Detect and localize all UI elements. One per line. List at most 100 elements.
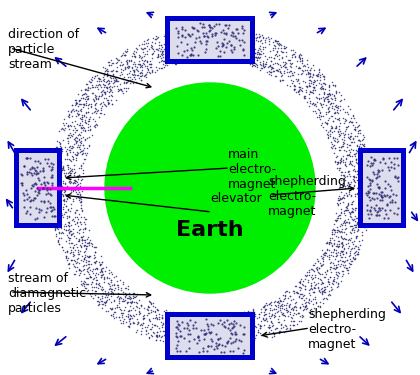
Point xyxy=(320,249,327,255)
Point xyxy=(239,34,246,40)
Point xyxy=(257,61,263,67)
Point xyxy=(344,193,350,199)
Point xyxy=(370,160,376,166)
Point xyxy=(105,292,111,298)
Point xyxy=(116,295,122,301)
Point xyxy=(86,116,92,122)
Point xyxy=(234,322,241,328)
Point xyxy=(299,58,306,64)
Point xyxy=(32,171,39,177)
Point xyxy=(148,333,155,339)
Point xyxy=(384,182,391,188)
Point xyxy=(354,180,361,186)
Point xyxy=(126,296,133,302)
Point xyxy=(279,311,286,317)
Point xyxy=(359,196,365,202)
Point xyxy=(68,166,75,172)
Point xyxy=(66,208,73,214)
Point xyxy=(79,112,85,118)
Point xyxy=(35,170,42,176)
Point xyxy=(149,43,155,49)
Point xyxy=(324,98,331,104)
Point xyxy=(179,338,186,344)
Point xyxy=(315,114,322,120)
Point xyxy=(303,295,310,301)
Point xyxy=(140,320,147,326)
Point xyxy=(92,124,99,130)
Point xyxy=(58,165,65,171)
Point xyxy=(352,256,358,262)
Point xyxy=(163,339,169,345)
Point xyxy=(332,217,339,223)
Point xyxy=(321,98,328,104)
Point xyxy=(93,278,100,284)
Point xyxy=(126,300,133,306)
Point xyxy=(193,322,200,328)
Point xyxy=(282,59,289,65)
Point xyxy=(307,88,313,94)
Point xyxy=(126,57,132,63)
Point xyxy=(92,94,98,100)
Point xyxy=(284,295,291,301)
Point xyxy=(276,52,282,58)
Point xyxy=(79,118,86,124)
Point xyxy=(231,318,237,324)
Point xyxy=(351,139,358,145)
Point xyxy=(137,78,144,84)
Point xyxy=(175,50,181,56)
Point xyxy=(307,70,314,76)
Point xyxy=(130,299,137,305)
Point xyxy=(265,64,272,70)
Point xyxy=(294,71,301,77)
Point xyxy=(77,129,84,135)
Point xyxy=(226,38,232,44)
Point xyxy=(264,56,270,62)
Point xyxy=(131,48,137,54)
Point xyxy=(311,101,318,107)
Point xyxy=(178,330,185,336)
Point xyxy=(168,41,175,47)
Point xyxy=(320,112,327,118)
Point xyxy=(78,108,84,114)
Point xyxy=(291,51,297,57)
Point xyxy=(55,192,62,198)
Point xyxy=(341,128,348,134)
Point xyxy=(254,47,261,53)
Point xyxy=(96,82,103,88)
Point xyxy=(136,297,142,303)
Point xyxy=(84,275,91,281)
Point xyxy=(231,319,237,325)
Point xyxy=(271,38,278,44)
Point xyxy=(332,145,339,151)
Point xyxy=(114,304,121,310)
Point xyxy=(210,344,217,350)
Point xyxy=(395,162,402,168)
Point xyxy=(324,131,331,137)
Point xyxy=(178,32,185,38)
Point xyxy=(68,228,74,234)
Point xyxy=(102,68,109,74)
Point xyxy=(299,67,305,73)
Point xyxy=(156,42,163,48)
Point xyxy=(71,209,78,215)
Point xyxy=(161,46,168,52)
Point xyxy=(92,249,98,255)
Point xyxy=(68,257,74,263)
Point xyxy=(354,251,361,257)
Point xyxy=(303,273,310,279)
Point xyxy=(195,28,202,34)
Point xyxy=(147,301,154,307)
Point xyxy=(291,49,298,55)
Point xyxy=(209,318,215,324)
Point xyxy=(170,337,177,343)
Point xyxy=(132,66,139,72)
Point xyxy=(128,308,134,314)
Point xyxy=(230,58,237,64)
Point xyxy=(260,309,267,315)
Point xyxy=(108,278,114,284)
Point xyxy=(135,309,142,315)
Point xyxy=(197,52,204,58)
Point xyxy=(82,87,89,93)
Point xyxy=(65,219,72,225)
Point xyxy=(284,309,291,315)
